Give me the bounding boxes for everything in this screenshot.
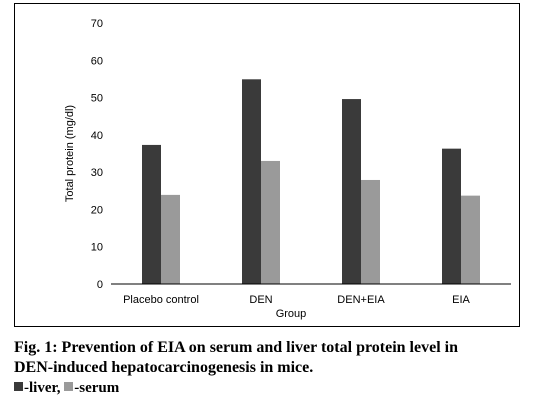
x-tick-label-1: DEN — [249, 294, 272, 306]
y-tick-label-1: 10 — [91, 242, 103, 254]
y-tick-label-0: 0 — [97, 279, 103, 291]
y-tick-label-7: 70 — [91, 18, 103, 30]
bars — [142, 79, 480, 285]
x-tick-label-0: Placebo control — [123, 294, 199, 306]
y-tick-label-5: 50 — [91, 93, 103, 105]
x-tick-label-2: DEN+EIA — [337, 294, 385, 306]
x-axis-title: Group — [276, 308, 307, 320]
y-axis-ticks: 0 10 20 30 40 50 60 70 — [91, 18, 103, 291]
caption-line-1: Fig. 1: Prevention of EIA on serum and l… — [14, 339, 458, 356]
legend-label-liver: -liver, — [24, 380, 65, 396]
x-axis-ticks: Placebo control DEN DEN+EIA EIA — [123, 294, 470, 306]
bar-chart: 0 10 20 30 40 50 60 70 Placebo control DEN DEN+EI… — [64, 18, 511, 320]
caption-line-2: DEN-induced hepatocarcinogenesis in mice… — [14, 359, 314, 376]
bar-serum-3 — [461, 195, 480, 284]
bar-serum-1 — [261, 160, 280, 284]
x-tick-label-3: EIA — [452, 294, 470, 306]
bar-liver-0 — [142, 144, 161, 284]
y-tick-label-3: 30 — [91, 167, 103, 179]
chart-frame: 0 10 20 30 40 50 60 70 Placebo control DEN DEN+EI… — [14, 3, 520, 327]
y-tick-label-2: 20 — [91, 204, 103, 216]
bar-liver-1 — [242, 79, 261, 285]
legend-swatch-liver — [14, 382, 23, 391]
bar-serum-0 — [161, 194, 180, 284]
legend-swatch-serum — [64, 382, 74, 391]
y-tick-label-4: 40 — [91, 130, 103, 142]
legend-label-serum: -serum — [74, 380, 120, 396]
bar-serum-2 — [361, 179, 380, 284]
bar-liver-3 — [442, 148, 461, 284]
y-axis-title: Total protein (mg/dl) — [64, 105, 76, 202]
y-tick-label-6: 60 — [91, 55, 103, 67]
caption-legend: -liver, -serum — [14, 378, 526, 398]
figure-caption: Fig. 1: Prevention of EIA on serum and l… — [14, 338, 526, 398]
bar-liver-2 — [342, 99, 361, 284]
